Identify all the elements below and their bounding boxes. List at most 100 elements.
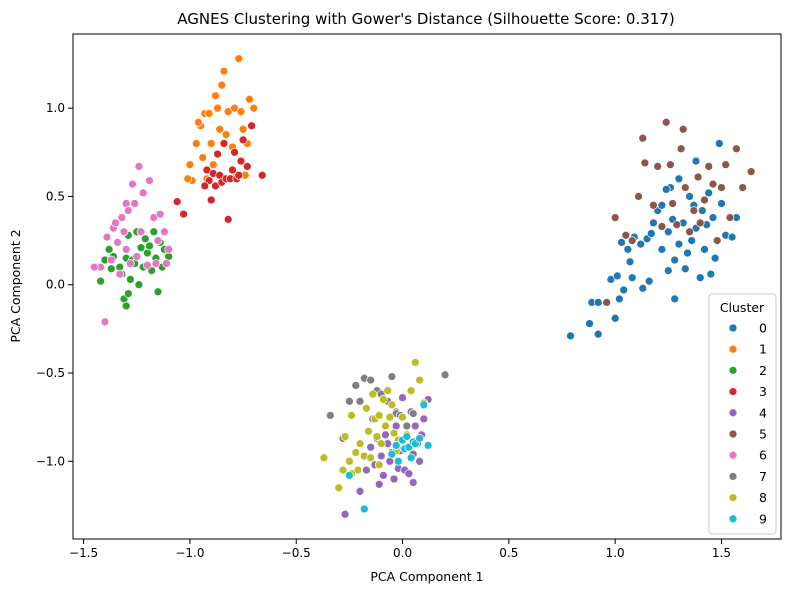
x-axis-label: PCA Component 1 (370, 569, 483, 584)
data-point-cluster-6 (138, 188, 148, 198)
data-point-cluster-4 (389, 474, 399, 484)
data-point-cluster-0 (593, 298, 603, 307)
data-point-cluster-1 (213, 103, 222, 113)
data-point-cluster-8 (415, 375, 424, 385)
data-point-cluster-4 (404, 469, 414, 479)
data-point-cluster-0 (617, 238, 626, 247)
data-point-cluster-3 (236, 156, 246, 166)
y-tick-label: −1.0 (36, 454, 65, 468)
data-point-cluster-1 (215, 124, 225, 134)
data-point-cluster-4 (340, 509, 350, 519)
x-tick-label: 1.0 (606, 546, 625, 560)
data-point-cluster-5 (657, 222, 667, 231)
data-point-cluster-7 (408, 409, 418, 418)
data-point-cluster-0 (623, 245, 633, 254)
data-point-cluster-0 (697, 206, 707, 215)
data-point-cluster-6 (106, 255, 116, 265)
data-point-cluster-0 (657, 200, 667, 210)
legend-marker-8 (728, 493, 738, 502)
data-point-cluster-4 (415, 456, 424, 466)
data-point-cluster-5 (732, 144, 741, 154)
data-point-cluster-2 (104, 245, 114, 254)
data-point-cluster-1 (249, 103, 259, 113)
data-point-cluster-3 (228, 165, 237, 175)
data-point-cluster-1 (198, 153, 208, 162)
legend-marker-9 (728, 514, 738, 524)
data-point-cluster-6 (136, 227, 146, 237)
legend-label-2: 2 (759, 363, 767, 378)
data-point-cluster-0 (566, 331, 575, 341)
data-point-cluster-0 (646, 229, 656, 238)
data-point-cluster-5 (717, 183, 726, 192)
data-point-cluster-8 (362, 403, 371, 413)
x-axis-ticks: −1.5 −1.0 −0.5 0.0 0.5 1.0 1.5 (69, 539, 731, 560)
data-point-cluster-5 (721, 160, 731, 170)
legend-label-7: 7 (759, 469, 767, 484)
legend-marker-3 (728, 387, 738, 396)
data-point-cluster-3 (247, 121, 256, 131)
data-point-cluster-3 (234, 170, 244, 180)
data-point-cluster-6 (155, 209, 165, 219)
data-point-cluster-3 (230, 147, 239, 157)
data-point-cluster-6 (121, 199, 131, 208)
data-point-cluster-8 (374, 460, 384, 470)
data-point-cluster-7 (325, 411, 335, 420)
data-point-cluster-1 (211, 91, 220, 101)
data-point-cluster-0 (714, 139, 724, 148)
data-point-cluster-1 (208, 160, 218, 170)
data-point-cluster-5 (649, 200, 658, 210)
data-point-cluster-8 (406, 386, 416, 396)
data-point-cluster-7 (351, 381, 361, 390)
data-point-cluster-3 (219, 139, 229, 148)
data-point-cluster-1 (236, 107, 246, 117)
data-point-cluster-6 (164, 245, 174, 254)
data-point-cluster-6 (143, 260, 152, 270)
data-point-cluster-0 (700, 245, 709, 254)
data-point-cluster-0 (683, 248, 692, 258)
data-point-cluster-2 (140, 234, 150, 244)
data-point-cluster-1 (206, 139, 216, 148)
data-point-cluster-6 (117, 213, 127, 222)
data-point-cluster-4 (376, 451, 386, 461)
data-point-cluster-1 (204, 109, 214, 118)
legend-label-3: 3 (759, 384, 767, 399)
data-point-cluster-0 (610, 313, 620, 323)
data-point-cluster-0 (680, 264, 690, 274)
data-point-cluster-5 (704, 162, 714, 171)
data-point-cluster-1 (217, 80, 227, 90)
data-point-cluster-6 (130, 199, 140, 208)
data-point-cluster-8 (372, 432, 382, 441)
data-point-cluster-4 (398, 393, 407, 403)
data-point-cluster-7 (366, 375, 376, 385)
x-tick-label: 1.5 (712, 546, 731, 560)
data-point-cluster-3 (238, 135, 248, 145)
data-point-cluster-0 (619, 285, 629, 295)
data-point-cluster-0 (636, 239, 646, 249)
data-point-cluster-5 (693, 172, 703, 182)
data-point-cluster-3 (257, 170, 267, 180)
data-point-cluster-3 (179, 209, 188, 219)
data-point-cluster-1 (191, 139, 201, 148)
data-point-cluster-0 (674, 174, 684, 184)
data-point-cluster-6 (126, 259, 135, 268)
data-point-cluster-0 (593, 329, 603, 339)
data-point-cluster-9 (415, 434, 424, 443)
legend-box (708, 293, 777, 535)
legend-marker-5 (728, 429, 738, 439)
data-point-cluster-5 (738, 183, 748, 192)
legend-marker-1 (728, 344, 738, 354)
data-point-cluster-3 (206, 195, 216, 205)
data-point-cluster-6 (153, 236, 163, 245)
data-point-cluster-5 (708, 179, 718, 189)
data-point-cluster-5 (695, 218, 705, 228)
data-point-cluster-5 (689, 206, 699, 215)
data-point-cluster-6 (89, 262, 99, 272)
data-point-cluster-3 (200, 181, 210, 191)
data-point-cluster-2 (143, 248, 152, 258)
data-point-cluster-0 (685, 192, 694, 201)
data-point-cluster-8 (383, 386, 393, 396)
data-point-cluster-8 (398, 412, 407, 422)
data-point-cluster-7 (345, 396, 354, 406)
data-point-cluster-0 (663, 266, 673, 275)
data-point-cluster-0 (674, 239, 684, 249)
